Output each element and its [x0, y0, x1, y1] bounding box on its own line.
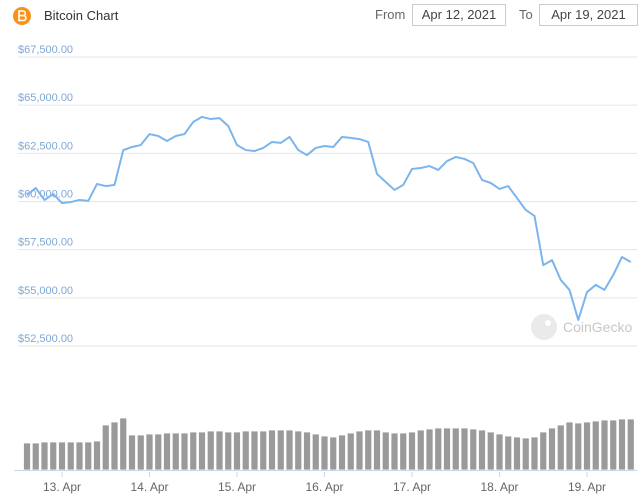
- volume-bar: [145, 433, 154, 471]
- volume-bar: [565, 421, 574, 471]
- volume-bar: [346, 432, 355, 471]
- volume-bar: [329, 436, 338, 471]
- watermark: CoinGecko: [531, 314, 632, 340]
- price-line: [26, 115, 632, 321]
- volume-bar: [364, 429, 373, 471]
- volume-bar: [583, 421, 591, 471]
- volume-bar: [276, 429, 285, 471]
- volume-bar: [49, 441, 58, 471]
- x-tick-label: 14. Apr: [130, 480, 168, 494]
- volume-bar: [469, 428, 478, 471]
- volume-bar: [285, 429, 294, 471]
- volume-bar: [416, 429, 425, 471]
- volume-bar: [163, 432, 171, 471]
- volume-bar: [40, 441, 49, 471]
- icon-glyph: [18, 10, 27, 22]
- y-tick-label: $57,500.00: [18, 237, 73, 249]
- volume-bar: [101, 424, 110, 471]
- volume-bar: [136, 434, 145, 471]
- volume-bar: [75, 441, 84, 471]
- volume-bar: [189, 431, 198, 471]
- y-tick-label: $65,000.00: [18, 92, 73, 104]
- volume-bar: [390, 432, 399, 471]
- volume-bar: [268, 429, 276, 471]
- volume-bar: [399, 432, 408, 471]
- volume-bar: [110, 421, 119, 471]
- volume-bar: [303, 431, 311, 471]
- volume-bar: [180, 432, 189, 471]
- to-label: To: [519, 7, 533, 22]
- volume-bar: [548, 427, 556, 471]
- volume-bar: [294, 430, 303, 471]
- volume-bar: [311, 433, 320, 471]
- watermark-text: CoinGecko: [563, 319, 632, 335]
- volume-bar: [58, 441, 66, 471]
- from-date-input[interactable]: Apr 12, 2021: [412, 4, 506, 26]
- volume-bar: [66, 441, 75, 471]
- volume-bar: [224, 431, 233, 471]
- x-tick-label: 19. Apr: [568, 480, 606, 494]
- y-tick-label: $55,000.00: [18, 285, 73, 297]
- volume-bar: [530, 436, 539, 471]
- volume-bar: [434, 427, 443, 471]
- volume-bar: [241, 430, 250, 471]
- volume-bar: [556, 424, 565, 471]
- volume-bar: [539, 431, 548, 471]
- volume-bar: [486, 431, 495, 471]
- volume-bar: [609, 419, 618, 471]
- x-tick-label: 17. Apr: [393, 480, 431, 494]
- volume-bar: [250, 430, 259, 471]
- volume-bar: [119, 417, 128, 471]
- volume-bar: [154, 433, 163, 471]
- volume-bar: [451, 427, 460, 471]
- volume-bar: [513, 436, 521, 471]
- from-label: From: [375, 7, 406, 22]
- volume-bar: [495, 433, 504, 471]
- x-tick-label: 15. Apr: [218, 480, 256, 494]
- watermark-logo: [531, 314, 557, 340]
- volume-bar: [373, 429, 381, 471]
- y-tick-label: $67,500.00: [18, 44, 73, 56]
- volume-bar: [381, 431, 390, 471]
- volume-bar: [198, 431, 206, 471]
- watermark-eye: [545, 320, 551, 326]
- volume-bar: [618, 418, 626, 471]
- volume-bar: [626, 418, 635, 471]
- volume-bar: [84, 441, 93, 471]
- x-tick-label: 18. Apr: [480, 480, 518, 494]
- volume-bar: [425, 428, 434, 471]
- x-tick-label: 16. Apr: [305, 480, 343, 494]
- volume-bar: [23, 442, 31, 471]
- volume-bar: [521, 437, 530, 471]
- volume-bar: [478, 429, 486, 471]
- volume-bar: [504, 435, 513, 471]
- volume-bar: [355, 430, 364, 471]
- volume-bar: [320, 435, 329, 471]
- volume-bar: [233, 431, 241, 471]
- volume-bar: [259, 430, 268, 471]
- x-tick-label: 13. Apr: [43, 480, 81, 494]
- volume-bar: [338, 434, 346, 471]
- volume-bar: [600, 419, 609, 471]
- volume-bar: [215, 430, 224, 471]
- to-date-input[interactable]: Apr 19, 2021: [539, 4, 638, 26]
- y-tick-label: $62,500.00: [18, 140, 73, 152]
- volume-bar: [460, 427, 469, 471]
- volume-bar: [206, 430, 215, 471]
- volume-bar: [128, 434, 136, 471]
- volume-bar: [93, 440, 101, 471]
- volume-bar: [574, 422, 583, 471]
- volume-bar: [171, 432, 180, 471]
- volume-bar: [408, 431, 416, 471]
- chart-title: Bitcoin Chart: [44, 8, 119, 23]
- y-tick-label: $52,500.00: [18, 333, 73, 345]
- volume-bar: [31, 442, 40, 471]
- bitcoin-icon: [13, 7, 31, 25]
- volume-bar: [591, 420, 600, 471]
- volume-bar: [443, 427, 451, 471]
